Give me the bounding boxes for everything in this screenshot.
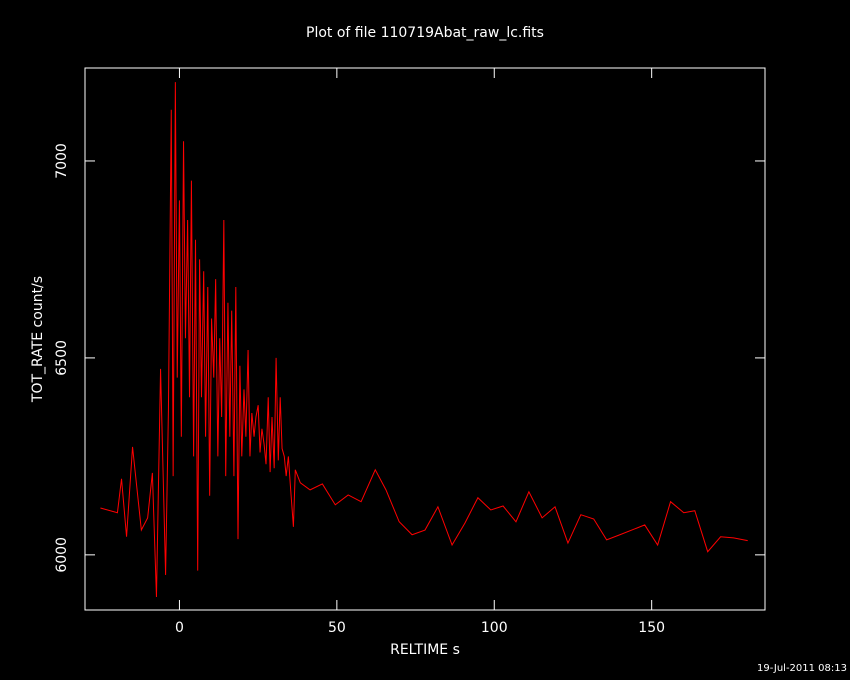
footer-timestamp: 19-Jul-2011 08:13 xyxy=(757,663,847,674)
light-curve xyxy=(100,82,748,598)
y-tick-label: 6500 xyxy=(54,340,70,376)
x-tick-label: 100 xyxy=(481,620,508,636)
y-axis-label: TOT_RATE count/s xyxy=(30,276,46,403)
x-tick-label: 50 xyxy=(328,620,346,636)
y-tick-label: 7000 xyxy=(54,143,70,179)
x-axis-label: RELTIME s xyxy=(390,642,460,658)
y-tick-label: 6000 xyxy=(54,537,70,573)
chart-title: Plot of file 110719Abat_raw_lc.fits xyxy=(306,25,544,41)
plot-frame xyxy=(84,67,766,611)
x-tick-label: 0 xyxy=(175,620,184,636)
x-tick-label: 150 xyxy=(638,620,665,636)
